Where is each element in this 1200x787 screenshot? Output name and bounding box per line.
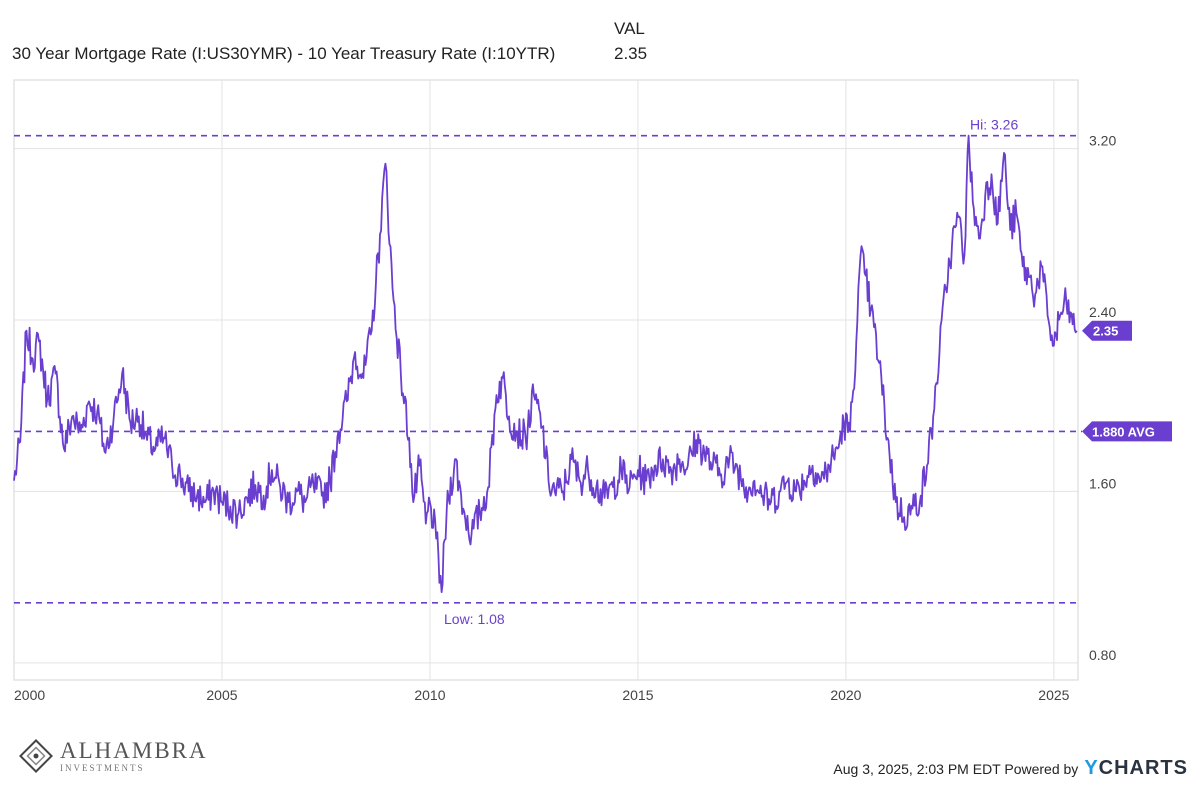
x-tick-label: 2005 (206, 687, 237, 703)
low-value-label: Low: 1.08 (444, 611, 505, 627)
x-tick-label: 2000 (14, 687, 45, 703)
footer-timestamp: Aug 3, 2025, 2:03 PM EDT Powered by (833, 760, 1079, 777)
logo-subtitle: INVESTMENTS (60, 763, 145, 773)
alhambra-diamond-icon (19, 739, 53, 773)
avg-value-tag (1082, 421, 1172, 442)
series-legend-label: 30 Year Mortgage Rate (I:US30YMR) - 10 Y… (12, 44, 556, 63)
y-tick-label: 0.80 (1089, 647, 1116, 663)
x-tick-label: 2010 (414, 687, 445, 703)
logo-name: ALHAMBRA (60, 738, 208, 763)
last-value-label: 2.35 (1093, 324, 1118, 339)
x-tick-label: 2020 (830, 687, 861, 703)
val-column-value: 2.35 (614, 44, 648, 63)
val-column-header: VAL (614, 19, 645, 38)
ycharts-logo[interactable]: YCHARTS (1084, 757, 1188, 779)
y-tick-label: 2.40 (1089, 304, 1116, 320)
x-tick-label: 2025 (1038, 687, 1069, 703)
high-value-label: Hi: 3.26 (970, 117, 1018, 133)
series-line (13, 134, 1078, 593)
plot-frame (13, 79, 1079, 681)
y-tick-label: 1.60 (1089, 475, 1116, 491)
footer-credit: Aug 3, 2025, 2:03 PM EDT Powered by YCHA… (833, 757, 1188, 780)
last-value-tag (1082, 320, 1132, 341)
x-tick-label: 2015 (622, 687, 653, 703)
y-tick-label: 3.20 (1089, 133, 1116, 149)
avg-value-label: 1.880 AVG (1092, 424, 1155, 439)
alhambra-logo: ALHAMBRA INVESTMENTS (18, 736, 208, 776)
